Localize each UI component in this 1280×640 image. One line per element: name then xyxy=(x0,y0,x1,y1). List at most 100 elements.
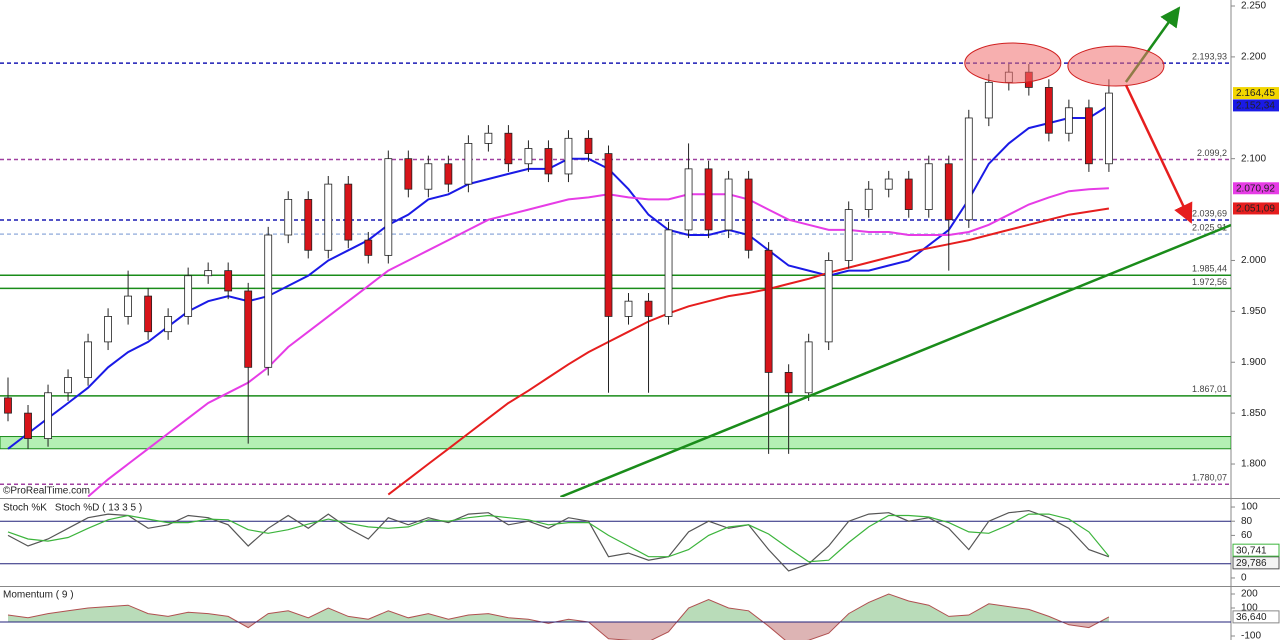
candle-body xyxy=(464,143,473,185)
y-tick-label: -100 xyxy=(1241,631,1261,640)
candle-body xyxy=(624,300,633,317)
price-panel: 2.193,93 2.099,2 2.039,69 2.025,91 1.985,44 1… xyxy=(0,6,1231,497)
last-value-box xyxy=(1232,543,1280,557)
highlight-ellipse xyxy=(964,42,1062,84)
candle-body xyxy=(484,132,493,144)
candle-body xyxy=(144,295,153,333)
candle-body xyxy=(1044,87,1053,134)
support-zone xyxy=(0,436,1231,450)
candle-body xyxy=(564,137,573,175)
legend-entry: Stoch %D ( 13 3 5 ) xyxy=(55,503,142,514)
candle-body xyxy=(324,183,333,251)
candle-body xyxy=(104,316,112,343)
price-label-box xyxy=(1233,99,1279,112)
candle-body xyxy=(84,341,92,378)
price-label: 2.070,92 xyxy=(1236,183,1275,194)
candle-body xyxy=(164,316,173,333)
candle-body xyxy=(1064,107,1073,134)
y-tick-label: 60 xyxy=(1241,530,1253,541)
candle-body xyxy=(1084,107,1093,165)
y-tick-label: 1.850 xyxy=(1241,408,1266,419)
candle-body xyxy=(544,148,553,175)
candle-body xyxy=(444,163,453,185)
legend-entry: Momentum ( 9 ) xyxy=(3,590,74,601)
candle-body xyxy=(784,372,793,394)
moving-average xyxy=(87,187,1109,497)
last-value-box xyxy=(1232,610,1280,624)
price-label-box xyxy=(1233,202,1279,215)
candle-body xyxy=(744,178,753,251)
candle-body xyxy=(684,168,693,231)
candle-body xyxy=(504,132,513,165)
level-label: 2.039,69 xyxy=(1192,208,1227,218)
candle-body xyxy=(804,341,813,394)
candle-body xyxy=(864,188,873,210)
highlight-ellipse xyxy=(1067,45,1165,87)
y-tick-label: 200 xyxy=(1241,589,1258,600)
last-value-label: 29,786 xyxy=(1236,558,1267,569)
y-tick-label: 2.100 xyxy=(1241,153,1266,164)
level-label: 2.099,2 xyxy=(1197,148,1227,158)
level-label: 1.867,01 xyxy=(1192,384,1227,394)
level-label: 1.780,07 xyxy=(1192,473,1227,483)
candle-body xyxy=(4,397,12,414)
candle-body xyxy=(944,163,953,221)
price-label-box xyxy=(1233,182,1279,195)
candle-body xyxy=(44,392,52,439)
candle-body xyxy=(204,270,213,277)
candle-body xyxy=(604,153,613,317)
price-label-box xyxy=(1233,87,1279,100)
stoch-line xyxy=(7,513,1110,563)
stoch-panel: Stoch %K Stoch %D ( 13 3 5 ) xyxy=(0,503,1231,572)
level-label: 2.193,93 xyxy=(1192,51,1227,61)
y-tick-label: 0 xyxy=(1241,573,1247,584)
legend-entry: Stoch %K xyxy=(3,503,47,514)
candle-body xyxy=(364,239,373,256)
last-value-label: 30,741 xyxy=(1236,545,1267,556)
y-tick-label: 80 xyxy=(1241,516,1253,527)
candle-body xyxy=(704,168,713,231)
candle-body xyxy=(284,198,293,236)
y-tick-label: 1.900 xyxy=(1241,357,1266,368)
candle-body xyxy=(224,270,233,292)
trendline xyxy=(559,223,1231,497)
momentum-line xyxy=(7,593,1110,640)
momentum-area-positive xyxy=(8,594,1109,622)
stoch-line xyxy=(7,509,1110,572)
candle-body xyxy=(304,198,313,251)
watermark: ©ProRealTime.com xyxy=(3,486,90,497)
moving-average xyxy=(387,207,1110,496)
y-tick-label: 1.800 xyxy=(1241,459,1266,470)
candle-body xyxy=(924,163,933,210)
candle-body xyxy=(244,290,253,368)
y-tick-label: 100 xyxy=(1241,603,1258,614)
candle-body xyxy=(264,234,273,368)
candle-body xyxy=(64,377,72,394)
candle-body xyxy=(884,178,893,190)
candle-body xyxy=(644,300,653,317)
y-tick-label: 100 xyxy=(1241,502,1258,513)
last-value-label: 36,640 xyxy=(1236,612,1267,623)
y-tick-label: 2.250 xyxy=(1241,1,1266,12)
candle-body xyxy=(964,117,973,221)
candle-body xyxy=(764,249,773,373)
level-label: 1.972,56 xyxy=(1192,277,1227,287)
level-label: 1.985,44 xyxy=(1192,264,1227,274)
trendline xyxy=(1124,84,1193,224)
y-tick-label: 2.200 xyxy=(1241,52,1266,63)
candle-body xyxy=(124,295,133,317)
momentum-panel: Momentum ( 9 ) xyxy=(0,590,1231,640)
axes: 2.250 2.200 2.100 2.000 1.950 1.900 1.850 1.800… xyxy=(1231,1,1280,640)
candle-body xyxy=(404,158,413,190)
candle-body xyxy=(984,81,993,119)
candle-body xyxy=(524,148,533,165)
price-label: 2.152,34 xyxy=(1236,101,1275,112)
candle-body xyxy=(584,137,593,154)
y-tick-label: 2.000 xyxy=(1241,255,1266,266)
y-tick-label: 1.950 xyxy=(1241,306,1266,317)
candle-body xyxy=(844,209,853,261)
candle-body xyxy=(384,158,393,256)
last-value-box xyxy=(1232,556,1280,570)
